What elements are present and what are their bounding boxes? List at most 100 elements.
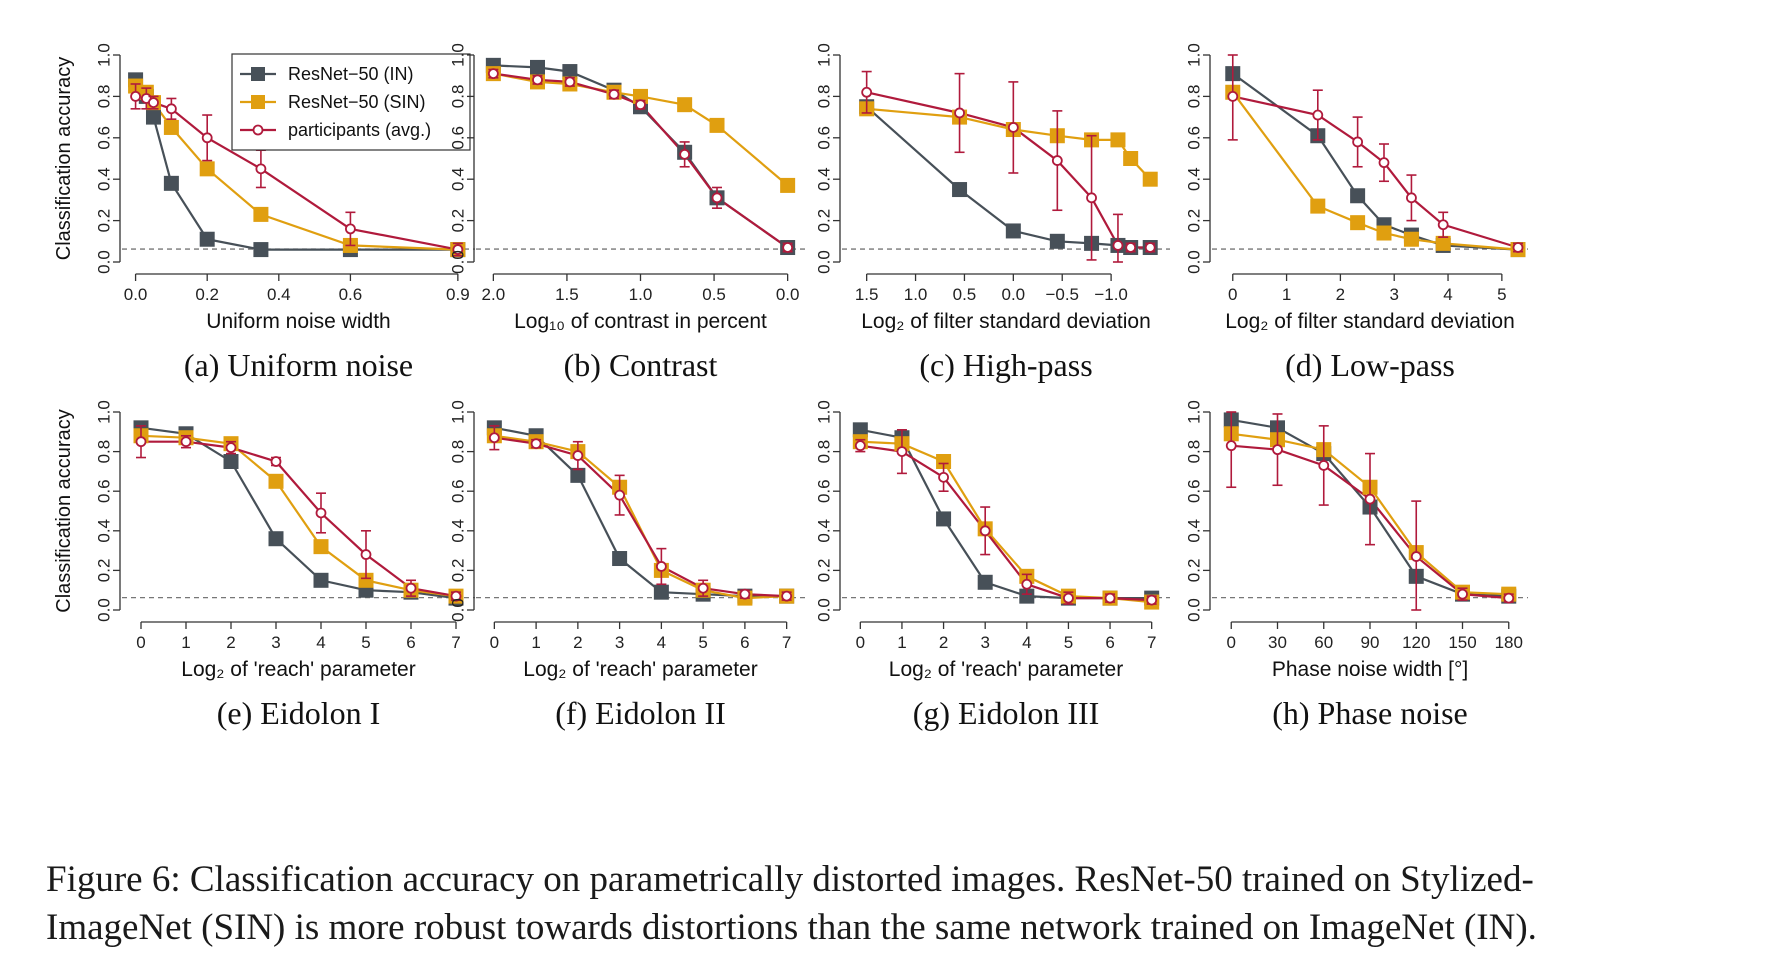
x-tick-label: 0.2 bbox=[195, 285, 219, 304]
x-tick-label: 4 bbox=[1022, 633, 1031, 652]
y-tick-label: 0.0 bbox=[95, 250, 114, 274]
data-point-in bbox=[199, 231, 215, 247]
data-point-participants bbox=[679, 148, 691, 160]
panel-5: 0.0 0.2 0.4 0.6 0.8 1.0 0 1 2 3 4 5 6 7 Log₂ of 'reach… bbox=[53, 400, 475, 731]
data-point-participants bbox=[1503, 592, 1515, 604]
series-line-participants bbox=[860, 444, 1152, 602]
x-tick-label: 0.4 bbox=[267, 285, 291, 304]
y-tick-label: 0.0 bbox=[815, 598, 834, 622]
data-point-participants bbox=[165, 103, 177, 115]
y-tick-label: 0.8 bbox=[449, 440, 468, 464]
data-point-participants bbox=[711, 192, 723, 204]
data-point-participants bbox=[1021, 578, 1033, 590]
data-point-in bbox=[562, 64, 578, 80]
data-point-participants bbox=[530, 438, 542, 450]
y-tick-label: 0.0 bbox=[449, 250, 468, 274]
panel-8: 0.0 0.2 0.4 0.6 0.8 1.0 0 30 60 90 120 150 180 Phase … bbox=[1185, 400, 1528, 731]
x-tick-label: 1.5 bbox=[855, 285, 879, 304]
x-tick-label: 6 bbox=[406, 633, 415, 652]
legend-label: ResNet−50 (SIN) bbox=[288, 92, 426, 112]
data-point-participants bbox=[954, 107, 965, 119]
data-point-participants bbox=[201, 132, 213, 144]
y-tick-label: 0.2 bbox=[815, 209, 834, 233]
x-tick-label: 90 bbox=[1361, 633, 1380, 652]
data-point-participants bbox=[1144, 242, 1156, 253]
series-line-participants bbox=[1232, 95, 1519, 249]
data-point-participants bbox=[270, 456, 282, 467]
data-point-participants bbox=[854, 440, 866, 452]
data-point-participants bbox=[1352, 136, 1364, 148]
data-point-participants bbox=[564, 76, 576, 88]
data-point-participants bbox=[614, 489, 626, 501]
panel-3: 0.0 0.2 0.4 0.6 0.8 1.0 1.5 1.0 0.5 0.0 −0.5 −1.0 Lo… bbox=[815, 43, 1170, 383]
data-point-participants bbox=[1457, 588, 1468, 600]
y-tick-label: 0.6 bbox=[95, 479, 114, 503]
y-tick-label: 1.0 bbox=[449, 400, 468, 424]
data-point-sin bbox=[268, 473, 284, 489]
x-tick-label: 180 bbox=[1495, 633, 1523, 652]
data-point-participants bbox=[225, 442, 237, 454]
data-point-participants bbox=[896, 446, 908, 458]
x-tick-label: 0 bbox=[1228, 285, 1237, 304]
series-line-in bbox=[494, 426, 787, 598]
data-point-sin bbox=[936, 454, 952, 469]
series-line-sin bbox=[140, 434, 457, 598]
data-point-in bbox=[313, 572, 329, 588]
panel-title: (e) Eidolon I bbox=[217, 695, 381, 731]
data-point-participants bbox=[532, 74, 543, 86]
data-point-in bbox=[223, 454, 239, 469]
x-tick-label: 1.0 bbox=[629, 285, 653, 304]
panel-title: (b) Contrast bbox=[564, 347, 718, 383]
data-point-in bbox=[1019, 588, 1035, 604]
y-tick-label: 0.6 bbox=[449, 479, 468, 503]
caption-line-1: Figure 6: Classification accuracy on par… bbox=[46, 859, 1534, 900]
data-point-participants bbox=[1063, 592, 1074, 604]
y-tick-label: 1.0 bbox=[1185, 400, 1204, 424]
panel-2: 0.0 0.2 0.4 0.6 0.8 1.0 2.0 1.5 1.0 0.5 0.0 Log₁₀ o… bbox=[449, 43, 805, 383]
data-point-participants bbox=[1225, 440, 1237, 452]
data-point-in bbox=[1005, 223, 1021, 239]
x-tick-label: 30 bbox=[1268, 633, 1287, 652]
y-tick-label: 0.2 bbox=[1185, 209, 1204, 233]
y-tick-label: 0.8 bbox=[815, 85, 834, 109]
x-tick-label: 1 bbox=[181, 633, 190, 652]
data-point-participants bbox=[1410, 551, 1422, 562]
data-point-participants bbox=[635, 99, 646, 111]
data-point-in bbox=[253, 242, 269, 258]
x-axis-label: Log₂ of 'reach' parameter bbox=[181, 658, 415, 681]
data-point-participants bbox=[938, 471, 949, 483]
y-tick-label: 0.4 bbox=[95, 167, 114, 191]
data-point-participants bbox=[1437, 219, 1449, 231]
x-tick-label: 2.0 bbox=[482, 285, 506, 304]
data-point-in bbox=[1350, 188, 1366, 204]
x-tick-label: 120 bbox=[1402, 633, 1430, 652]
legend-label: participants (avg.) bbox=[288, 120, 431, 140]
y-tick-label: 0.8 bbox=[95, 85, 114, 109]
data-point-in bbox=[530, 59, 545, 75]
x-axis-label: Log₁₀ of contrast in percent bbox=[514, 310, 767, 333]
y-tick-label: 0.6 bbox=[95, 126, 114, 150]
panel-title: (c) High-pass bbox=[919, 347, 1092, 383]
panel-6: 0.0 0.2 0.4 0.6 0.8 1.0 0 1 2 3 4 5 6 7 Log₂ of 'reach… bbox=[449, 400, 805, 731]
data-point-sin bbox=[1310, 198, 1326, 214]
data-point-participants bbox=[781, 590, 793, 602]
x-axis-label: Log₂ of filter standard deviation bbox=[861, 310, 1151, 333]
x-axis-label: Log₂ of filter standard deviation bbox=[1225, 310, 1515, 333]
data-point-sin bbox=[780, 177, 796, 193]
data-point-sin bbox=[313, 539, 329, 555]
x-tick-label: 3 bbox=[1389, 285, 1398, 304]
x-tick-label: 0.5 bbox=[702, 285, 726, 304]
data-point-participants bbox=[450, 590, 462, 602]
y-tick-label: 0.4 bbox=[815, 519, 834, 543]
panel-title: (f) Eidolon II bbox=[555, 695, 726, 731]
y-tick-label: 0.2 bbox=[95, 559, 114, 583]
x-tick-label: 0.0 bbox=[1002, 285, 1026, 304]
x-tick-label: 2 bbox=[939, 633, 948, 652]
data-point-in bbox=[612, 551, 628, 567]
y-tick-label: 1.0 bbox=[815, 400, 834, 424]
data-point-participants bbox=[572, 450, 584, 461]
x-tick-label: 2 bbox=[573, 633, 582, 652]
x-tick-label: 0 bbox=[136, 633, 145, 652]
x-tick-label: 7 bbox=[782, 633, 791, 652]
x-tick-label: 1.5 bbox=[555, 285, 579, 304]
